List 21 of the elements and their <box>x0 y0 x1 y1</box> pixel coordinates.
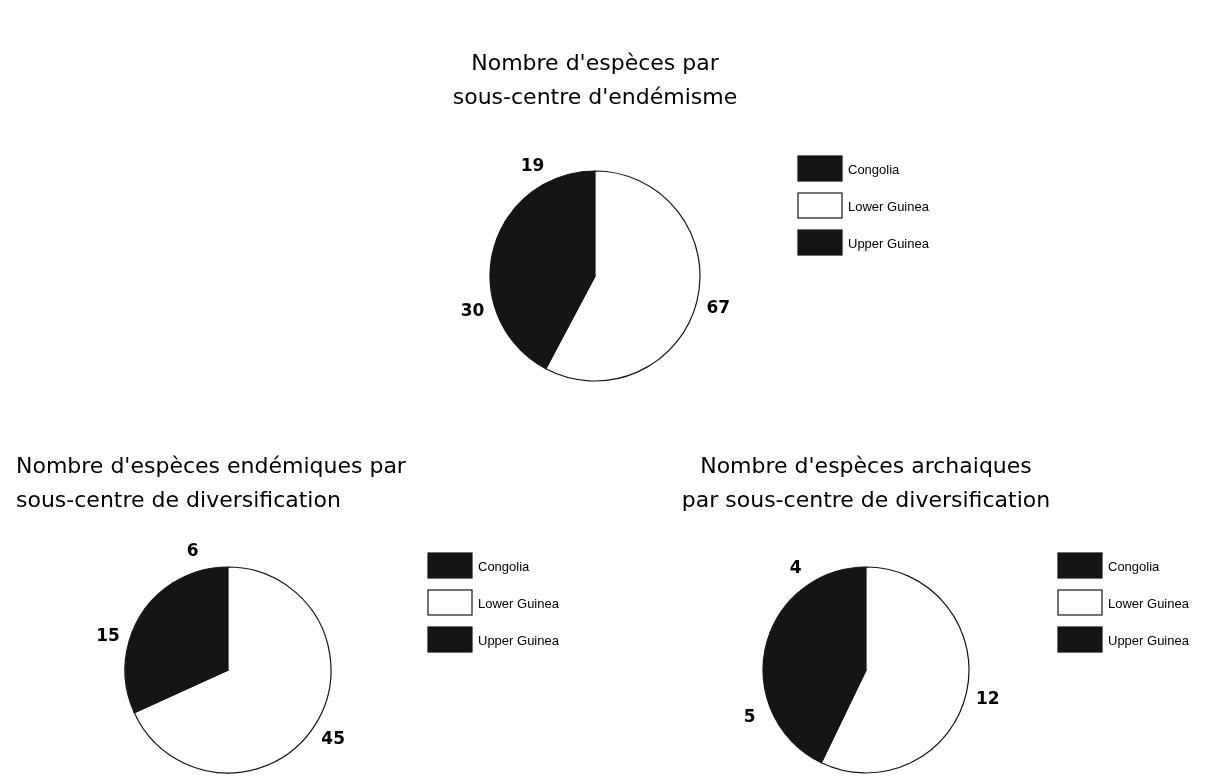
data-label: 67 <box>706 296 731 317</box>
legend-label: Congolia <box>848 162 901 177</box>
data-label: 15 <box>96 624 120 645</box>
data-label: 6 <box>186 540 199 561</box>
chart-title: Nombre d'espèces endémiques par sous-centre de diversification <box>16 453 407 512</box>
data-label: 19 <box>520 155 545 176</box>
legend-label: Lower Guinea <box>478 596 560 611</box>
data-label: 30 <box>460 299 485 320</box>
chart-title: Nombre d'espèces archaiques par sous-centre de diversification <box>681 453 1051 512</box>
data-label: 45 <box>321 727 345 748</box>
legend-label: Congolia <box>478 559 531 574</box>
data-label: 5 <box>743 705 756 726</box>
data-label: 12 <box>976 687 1000 708</box>
legend-label: Lower Guinea <box>848 199 930 214</box>
data-label: 4 <box>789 556 802 577</box>
legend-label: Upper Guinea <box>478 633 560 648</box>
legend-label: Upper Guinea <box>1108 633 1190 648</box>
chart-title: Nombre d'espèces par sous-centre d'endémisme <box>452 50 738 109</box>
legend-label: Congolia <box>1108 559 1161 574</box>
legend-label: Upper Guinea <box>848 236 930 251</box>
legend-label: Lower Guinea <box>1108 596 1190 611</box>
